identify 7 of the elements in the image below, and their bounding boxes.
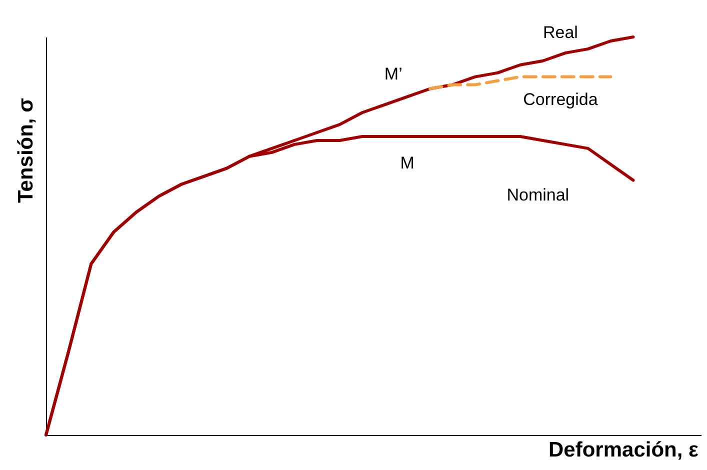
annotation: M	[400, 154, 414, 172]
annotation: M’	[384, 64, 402, 84]
y-axis-title: Tensión, σ	[14, 98, 38, 203]
series-label: Corregida	[523, 90, 598, 109]
x-axis-title: Deformación, ε	[548, 438, 699, 462]
text: Nominal	[506, 185, 570, 204]
series-label: Real	[543, 22, 578, 42]
